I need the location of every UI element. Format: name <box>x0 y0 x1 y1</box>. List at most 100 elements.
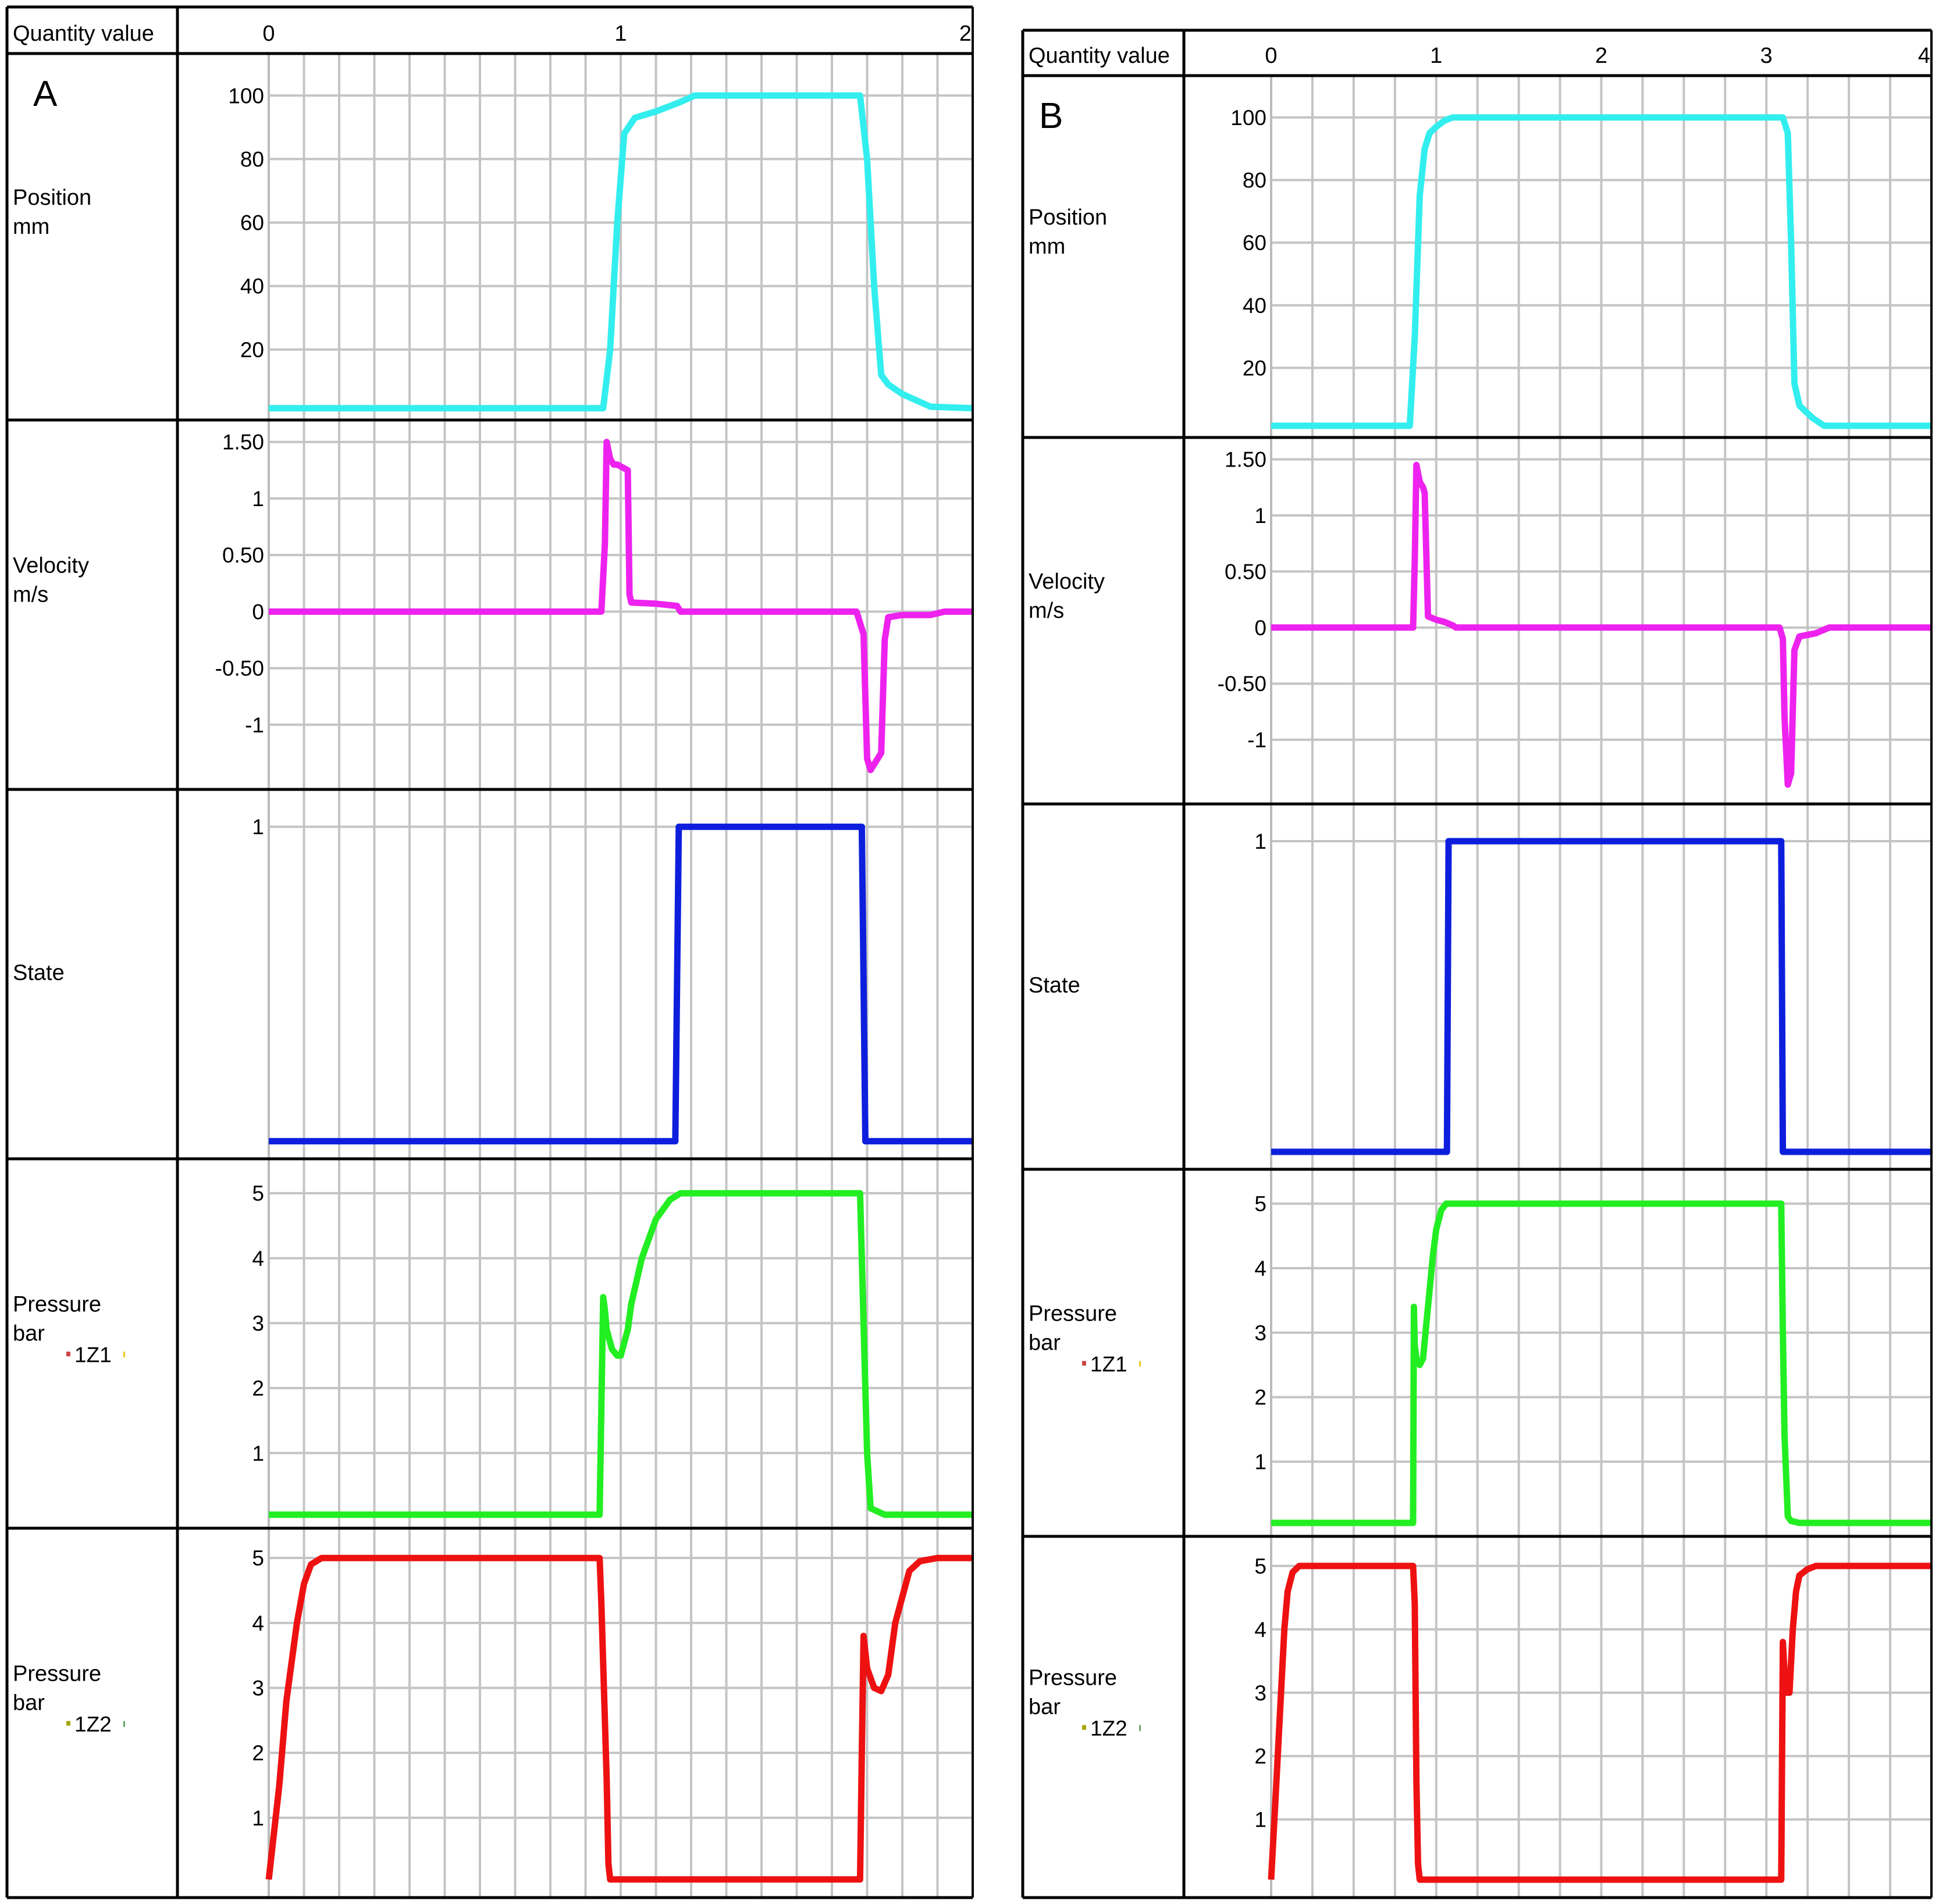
row-label: bar <box>13 1691 45 1716</box>
panel-letter: A <box>33 74 58 114</box>
chart-panel-b: Quantity value 0 1 2 3 410080604020Positionmm… <box>1021 29 1933 1899</box>
row-label: State <box>1029 973 1080 998</box>
y-tick-label: 1 <box>252 1442 264 1465</box>
y-tick-label: -1 <box>1247 728 1266 752</box>
series-line <box>269 1190 973 1518</box>
y-tick-label: 4 <box>1254 1257 1266 1280</box>
row-label: Velocity <box>13 554 89 578</box>
tag-marker-icon <box>1139 1361 1141 1367</box>
grid-5 <box>1271 1536 1931 1898</box>
tag-label: 1Z2 <box>74 1713 112 1736</box>
y-tick-label: 3 <box>252 1676 264 1700</box>
row-label: bar <box>13 1322 45 1346</box>
y-tick-label: 1 <box>252 487 264 511</box>
x-tick-label: 1 <box>614 22 627 46</box>
tag-label: 1Z2 <box>1090 1717 1127 1741</box>
y-tick-label: 5 <box>252 1181 264 1205</box>
y-tick-label: 40 <box>1243 294 1266 318</box>
y-tick-label: 100 <box>1230 106 1266 130</box>
panel-borders <box>5 5 974 1899</box>
y-tick-label: 3 <box>252 1311 264 1335</box>
tag-marker-icon <box>1082 1361 1086 1366</box>
y-tick-label: 0 <box>252 600 264 624</box>
x-tick-label: 2 <box>1595 44 1607 68</box>
row-label: Pressure <box>1029 1302 1117 1326</box>
y-tick-label: 1 <box>1254 1808 1266 1832</box>
x-tick-label: 4 <box>1918 44 1930 68</box>
row-label: Position <box>13 186 91 210</box>
y-tick-label: 2 <box>252 1376 264 1400</box>
y-tick-label: 80 <box>1243 169 1266 193</box>
y-tick-label: 0.50 <box>222 543 264 567</box>
y-tick-label: 5 <box>1254 1554 1266 1578</box>
row-1: 100 80 60 40 20 Position mm <box>1029 76 1931 437</box>
y-tick-label: 5 <box>252 1546 264 1570</box>
y-tick-label: 2 <box>1254 1745 1266 1768</box>
y-tick-label: 0 <box>1254 616 1266 640</box>
grid-2 <box>1271 437 1931 804</box>
row-1: 100 80 60 40 20 Position mm <box>13 54 973 420</box>
y-tick-label: 100 <box>228 84 264 108</box>
tag-marker-icon <box>1139 1725 1141 1731</box>
y-tick-label: 1 <box>1254 504 1266 528</box>
row-label: bar <box>1029 1695 1061 1720</box>
panel-letter: B <box>1039 96 1063 136</box>
tag-marker-icon <box>66 1721 70 1726</box>
grid-1 <box>269 54 973 420</box>
header-label: Quantity value <box>13 22 154 46</box>
y-tick-label: 1 <box>1254 1450 1266 1474</box>
row-5: 5 4 3 2 1 Pressure bar 1Z2 <box>13 1528 973 1898</box>
y-tick-label: 2 <box>252 1741 264 1765</box>
row-2: 1.50 1 0.50 0 -0.50 -1 Velocity m/s <box>13 420 973 789</box>
y-tick-label: 1.50 <box>1225 448 1266 472</box>
x-tick-label: 3 <box>1760 44 1773 68</box>
y-tick-label: 20 <box>1243 356 1266 380</box>
series-line <box>1268 1563 1931 1883</box>
tag-marker-icon <box>66 1351 70 1357</box>
y-tick-label: 20 <box>240 338 264 362</box>
chart-panel-a: Quantity value 0 1 210080604020Positionmm1.… <box>5 5 974 1899</box>
row-label: bar <box>1029 1331 1061 1355</box>
series-line <box>269 823 973 1145</box>
y-tick-label: -0.50 <box>1218 672 1266 696</box>
grid-1 <box>1271 76 1931 437</box>
row-label: Pressure <box>1029 1666 1117 1691</box>
row-label: mm <box>1029 234 1065 259</box>
row-label: m/s <box>13 583 48 607</box>
row-2: 1.50 1 0.50 0 -0.50 -1 Velocity m/s <box>1029 437 1931 804</box>
grid-3 <box>269 789 973 1159</box>
y-tick-label: 1 <box>252 815 264 839</box>
y-tick-label: 4 <box>1254 1618 1266 1642</box>
y-tick-label: 60 <box>1243 231 1266 255</box>
series-line <box>269 92 973 412</box>
tag-marker-icon <box>1082 1725 1086 1730</box>
series-line <box>1271 1200 1931 1526</box>
row-label: Position <box>1029 205 1107 230</box>
y-tick-label: 40 <box>240 275 264 298</box>
y-tick-label: 1 <box>1254 830 1266 853</box>
row-4: 5 4 3 2 1 Pressure bar 1Z1 <box>1029 1169 1931 1536</box>
y-tick-label: 1 <box>252 1806 264 1830</box>
row-3: 1 State <box>13 789 973 1159</box>
grid-3 <box>1271 804 1931 1169</box>
x-tick-label: 1 <box>1430 44 1442 68</box>
y-tick-label: 3 <box>1254 1681 1266 1705</box>
header-label: Quantity value <box>1029 44 1170 68</box>
y-tick-label: 5 <box>1254 1192 1266 1216</box>
row-label: m/s <box>1029 599 1064 623</box>
row-label: Pressure <box>13 1293 101 1317</box>
x-tick-label: 0 <box>262 22 275 46</box>
y-tick-label: -1 <box>245 713 264 737</box>
series-line <box>269 439 973 774</box>
y-tick-label: 80 <box>240 147 264 171</box>
panel-borders <box>1021 29 1933 1899</box>
y-tick-label: 4 <box>252 1611 264 1635</box>
row-label: mm <box>13 215 49 239</box>
tag-label: 1Z1 <box>1090 1353 1127 1376</box>
series-line <box>1271 838 1931 1155</box>
y-tick-label: 4 <box>252 1247 264 1270</box>
y-tick-label: 2 <box>1254 1386 1266 1410</box>
x-tick-label: 0 <box>1265 44 1277 68</box>
row-label: State <box>13 961 65 985</box>
